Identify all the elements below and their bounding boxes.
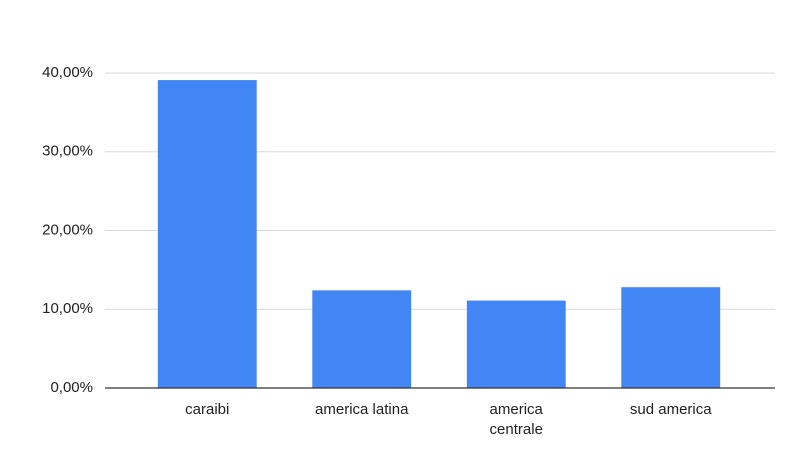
x-tick-label: america centrale xyxy=(489,401,543,438)
bar xyxy=(312,290,412,388)
y-tick-label: 10,00% xyxy=(42,300,93,317)
bar xyxy=(621,287,721,388)
y-tick-label: 40,00% xyxy=(42,64,93,81)
bar xyxy=(466,300,566,388)
x-tick-label: sud america xyxy=(629,401,712,418)
y-tick-label: 30,00% xyxy=(42,143,93,160)
y-tick-label: 0,00% xyxy=(50,379,93,396)
x-tick-label: america latina xyxy=(315,401,409,418)
bar xyxy=(157,80,257,389)
x-tick-label: caraibi xyxy=(185,401,230,418)
y-tick-label: 20,00% xyxy=(42,221,93,238)
